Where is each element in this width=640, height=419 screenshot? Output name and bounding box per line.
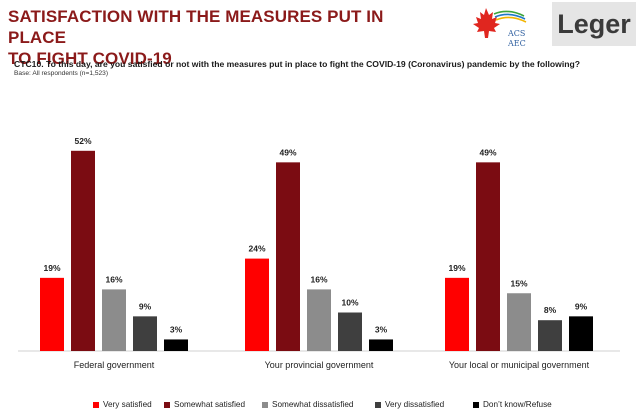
data-label: 10% <box>341 298 358 308</box>
legend-swatch <box>93 401 99 408</box>
data-label: 3% <box>375 324 388 334</box>
bar <box>71 150 95 351</box>
bar <box>245 258 269 351</box>
data-label: 49% <box>279 147 296 157</box>
legend-item: Don’t know/Refuse <box>473 400 552 409</box>
chart-legend: Very satisfied Somewhat satisfied Somewhat… <box>0 400 640 414</box>
bar <box>133 316 157 351</box>
bar <box>307 289 331 351</box>
leger-logo: Leger <box>552 2 636 46</box>
legend-item: Very satisfied <box>93 400 152 409</box>
data-label: 9% <box>575 301 588 311</box>
category-label: Your local or municipal government <box>449 360 590 370</box>
legend-label: Very dissatisfied <box>385 400 445 409</box>
bar <box>369 339 393 351</box>
data-label: 19% <box>43 263 60 273</box>
title-line-2: TO FIGHT COVID-19 <box>8 49 172 68</box>
survey-question: CTC10. To this day, are you satisfied or… <box>14 59 580 69</box>
data-label: 16% <box>310 274 327 284</box>
data-label: 16% <box>105 274 122 284</box>
acs-logo-icon: ACS AEC <box>473 8 527 48</box>
legend-swatch <box>164 401 170 408</box>
bar <box>507 293 531 351</box>
bar <box>276 162 300 351</box>
acs-text: ACS <box>507 29 525 38</box>
legend-label: Don’t know/Refuse <box>483 400 552 409</box>
base-note: Base: All respondents (n=1,523) <box>14 70 109 77</box>
data-label: 8% <box>544 305 557 315</box>
legend-label: Somewhat dissatisfied <box>272 400 354 409</box>
bar <box>445 277 469 351</box>
bar-chart: 19% 52% 16% 9% 3% Federal government 24% 49% 16%… <box>18 136 620 370</box>
bar <box>538 320 562 351</box>
bar <box>164 339 188 351</box>
bar <box>569 316 593 351</box>
category-label: Federal government <box>74 360 155 370</box>
bar <box>40 277 64 351</box>
aec-text: AEC <box>507 39 526 48</box>
legend-item: Somewhat satisfied <box>164 400 245 409</box>
data-label: 52% <box>74 136 91 146</box>
data-label: 9% <box>139 301 152 311</box>
legend-swatch <box>473 401 479 408</box>
data-label: 3% <box>170 324 183 334</box>
data-label: 15% <box>510 278 527 288</box>
data-label: 19% <box>448 263 465 273</box>
bar <box>102 289 126 351</box>
legend-item: Very dissatisfied <box>375 400 444 409</box>
legend-swatch <box>262 401 268 408</box>
bar <box>476 162 500 351</box>
data-label: 24% <box>248 244 265 254</box>
bar <box>338 312 362 351</box>
legend-item: Somewhat dissatisfied <box>262 400 353 409</box>
logo-area: ACS AEC Leger <box>456 2 636 52</box>
legend-swatch <box>375 401 381 408</box>
legend-label: Very satisfied <box>103 400 152 409</box>
page-title: SATISFACTION WITH THE MEASURES PUT IN PL… <box>8 6 428 69</box>
legend-label: Somewhat satisfied <box>174 400 245 409</box>
category-label: Your provincial government <box>265 360 374 370</box>
data-label: 49% <box>479 147 496 157</box>
title-line-1: SATISFACTION WITH THE MEASURES PUT IN PL… <box>8 7 384 47</box>
